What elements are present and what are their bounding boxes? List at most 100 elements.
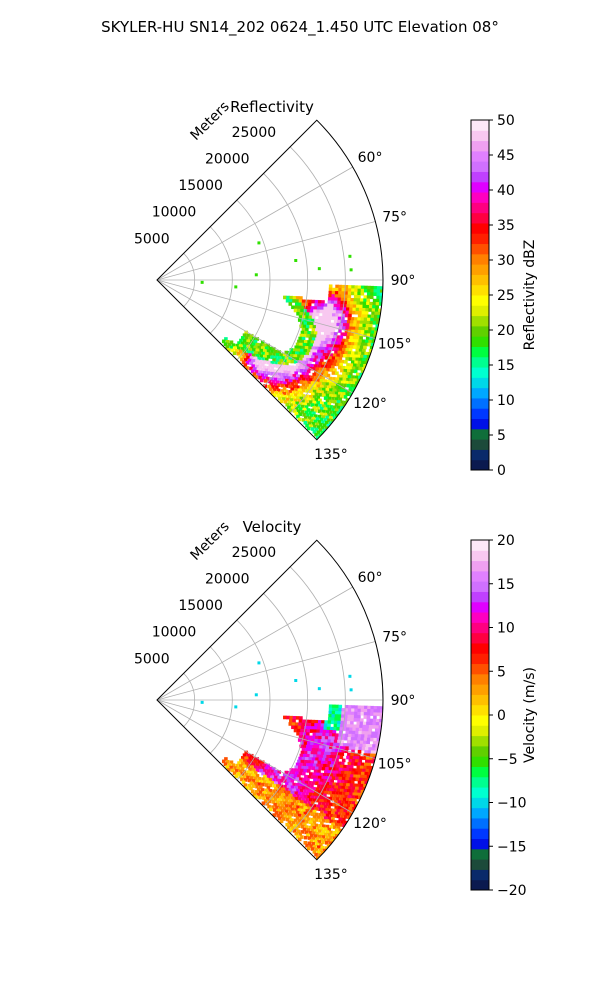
azimuth-gridline xyxy=(156,699,353,814)
echo-pixel xyxy=(311,719,316,724)
echo-pixel xyxy=(291,305,295,310)
echo-pixel xyxy=(329,788,334,792)
echo-pixel xyxy=(298,797,302,801)
colorbar-segment xyxy=(471,879,489,891)
echo-pixel xyxy=(303,741,308,746)
echo-pixel xyxy=(340,752,345,756)
echo-pixel xyxy=(274,786,278,791)
echo-pixel xyxy=(321,807,326,812)
echo-pixel xyxy=(319,754,324,759)
echo-pixel xyxy=(323,407,328,411)
echo-pixel xyxy=(344,288,349,292)
echo-pixel xyxy=(336,773,340,778)
echo-pixel xyxy=(299,794,304,799)
echo-pixel xyxy=(312,809,317,814)
colorbar-segment xyxy=(471,540,489,551)
echo-pixel xyxy=(343,724,347,728)
echo-pixel xyxy=(304,330,308,335)
echo-pixel xyxy=(246,333,250,338)
echo-pixel xyxy=(318,735,322,740)
echo-pixel xyxy=(354,708,358,713)
echo-pixel xyxy=(337,806,342,810)
echo-pixel xyxy=(282,812,287,816)
echo-pixel xyxy=(280,389,285,393)
echo-pixel xyxy=(240,336,245,340)
echo-pixel xyxy=(370,734,375,739)
echo-pixel xyxy=(292,295,297,300)
echo-pixel xyxy=(320,425,325,430)
echo-pixel xyxy=(299,768,304,773)
echo-pixel xyxy=(303,402,307,407)
colorbar-segment xyxy=(471,735,489,747)
echo-pixel xyxy=(331,736,335,740)
echo-pixel xyxy=(367,330,372,334)
echo-pixel xyxy=(335,310,340,314)
echo-pixel xyxy=(266,371,270,376)
echo-pixel xyxy=(359,724,363,729)
echo-pixel xyxy=(334,300,338,305)
echo-pixel xyxy=(357,317,361,321)
echo-pixel xyxy=(328,736,332,740)
echo-pixel xyxy=(367,285,371,290)
echo-pixel xyxy=(271,805,275,809)
echo-pixel xyxy=(374,327,379,332)
echo-pixel xyxy=(354,291,358,296)
echo-pixel xyxy=(294,406,299,411)
echo-pixel xyxy=(253,356,258,361)
echo-pixel xyxy=(318,328,322,333)
echo-pixel xyxy=(269,797,274,801)
echo-pixel xyxy=(319,787,323,792)
echo-pixel xyxy=(349,727,353,732)
echo-pixel xyxy=(333,742,337,747)
echo-pixel xyxy=(366,320,370,325)
echo-pixel xyxy=(320,810,324,815)
echo-pixel xyxy=(338,707,342,712)
echo-pixel xyxy=(362,768,366,773)
echo-pixel xyxy=(244,341,249,346)
echo-pixel xyxy=(332,782,337,787)
echo-pixel xyxy=(260,788,265,792)
echo-pixel xyxy=(335,767,339,772)
echo-pixel xyxy=(310,413,314,418)
echo-pixel xyxy=(376,718,380,723)
echo-pixel xyxy=(345,372,350,376)
echo-pixel xyxy=(328,710,333,715)
echo-pixel xyxy=(310,306,315,310)
echo-pixel xyxy=(332,836,337,841)
echo-pixel xyxy=(326,773,330,777)
echo-pixel xyxy=(288,828,293,833)
echo-pixel xyxy=(320,760,325,765)
echo-pixel xyxy=(355,777,360,782)
echo-pixel xyxy=(317,340,322,345)
echo-pixel xyxy=(281,776,285,780)
echo-pixel xyxy=(352,792,357,797)
echo-pixel xyxy=(324,364,328,369)
echo-pixel xyxy=(312,430,317,434)
echo-pixel xyxy=(300,410,305,414)
echo-pixel xyxy=(333,726,337,731)
echo-pixel xyxy=(350,711,355,716)
echo-pixel xyxy=(312,367,316,371)
echo-pixel xyxy=(281,367,286,372)
echo-pixel xyxy=(229,345,233,350)
echo-pixel xyxy=(231,763,236,767)
echo-pixel xyxy=(332,416,337,421)
echo-pixel xyxy=(375,722,380,726)
echo-pixel xyxy=(349,345,354,349)
echo-pixel xyxy=(341,812,346,816)
echo-pixel xyxy=(272,772,276,777)
colorbar-segment xyxy=(471,274,489,286)
echo-pixel xyxy=(261,357,265,361)
echo-pixel xyxy=(359,721,364,726)
echo-pixel xyxy=(301,808,306,813)
echo-pixel xyxy=(310,784,314,788)
echo-pixel xyxy=(332,797,336,801)
echo-pixel xyxy=(317,355,322,360)
echo-pixel xyxy=(320,319,325,323)
echo-pixel xyxy=(284,770,289,775)
echo-pixel xyxy=(283,364,287,369)
echo-pixel xyxy=(275,385,279,390)
echo-pixel xyxy=(299,753,304,758)
colorbar-segment xyxy=(471,171,489,183)
